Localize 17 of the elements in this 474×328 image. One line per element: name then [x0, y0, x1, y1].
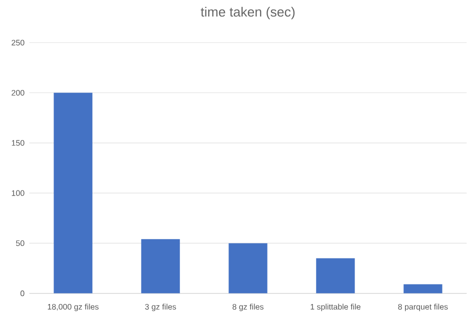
chart-title: time taken (sec): [200, 6, 295, 20]
x-tick-label: 18,000 gz files: [48, 304, 99, 312]
bar: [141, 239, 180, 294]
bar: [404, 284, 442, 294]
y-tick-label: 50: [16, 240, 24, 246]
x-tick-label: 3 gz files: [145, 304, 176, 312]
x-tick-label: 8 gz files: [232, 304, 264, 312]
bar: [228, 243, 268, 294]
bar: [316, 258, 355, 294]
y-tick-label: 200: [12, 90, 24, 96]
y-tick-label: 250: [12, 40, 24, 46]
bar: [54, 92, 92, 294]
x-tick-label: 1 splittable file: [310, 304, 360, 312]
y-tick-label: 150: [12, 140, 24, 146]
y-tick-label: 0: [20, 290, 24, 296]
y-tick-label: 100: [12, 190, 24, 196]
x-tick-label: 8 parquet files: [398, 304, 448, 312]
